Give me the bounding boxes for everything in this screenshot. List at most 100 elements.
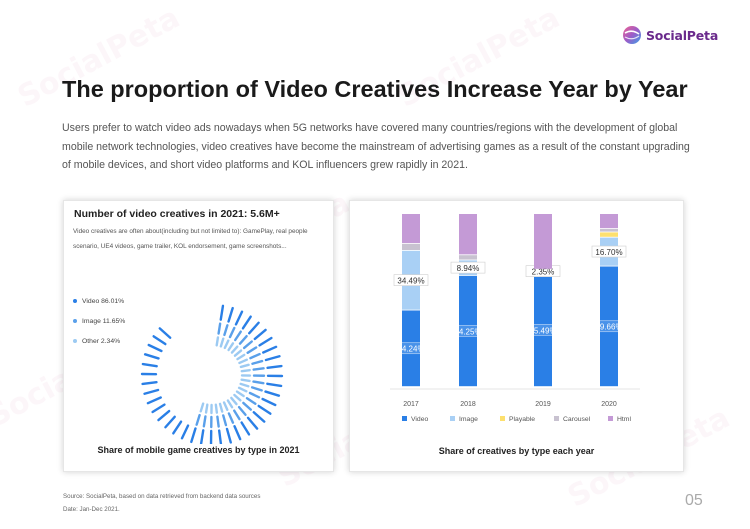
date-line: Date: Jan-Dec 2021.: [63, 504, 260, 517]
page-title: The proportion of Video Creatives Increa…: [62, 76, 688, 103]
ring-tick-other: [229, 343, 233, 350]
ring-tick-image: [229, 413, 233, 422]
video-count-heading: Number of video creatives in 2021: 5.6M+: [74, 208, 280, 220]
ring-tick-video: [263, 347, 276, 353]
ring-tick-video: [160, 328, 170, 337]
ring-tick-other: [224, 402, 227, 409]
ring-tick-image: [217, 417, 218, 427]
ring-tick-video: [248, 418, 257, 429]
ring-tick-image: [224, 325, 227, 335]
stacked-bar-chart: 44.24% 34.49% 2017 64.25% 8.94% 2018 65.49% 2.3…: [350, 201, 685, 446]
data-label-video-2020: 69.66%: [595, 323, 622, 332]
legend-dot: [73, 319, 77, 323]
source-line: Source: SocialPeta, based on data retrie…: [63, 491, 260, 504]
x-tick-2019: 2019: [535, 401, 551, 408]
ring-tick-video: [143, 364, 157, 366]
bar-html-2020: [600, 214, 618, 228]
page-number: 05: [685, 492, 703, 510]
ring-tick-other: [241, 365, 249, 367]
ring-tick-video: [145, 354, 158, 358]
data-label-video-2018: 64.25%: [454, 327, 481, 336]
ring-tick-video: [243, 317, 251, 329]
legend-dot: [73, 339, 77, 343]
ring-tick-video: [263, 399, 276, 405]
legend-swatch-html: [608, 416, 613, 421]
data-label-video-2019: 65.49%: [529, 326, 556, 335]
bar-carousel-2018: [459, 255, 477, 259]
bar-html-2019: [534, 214, 552, 269]
x-tick-2018: 2018: [460, 401, 476, 408]
ring-tick-other: [239, 388, 246, 391]
legend-dot: [73, 299, 77, 303]
ring-tick-other: [228, 400, 232, 407]
ring-tick-video: [236, 312, 242, 325]
yearly-share-card: 44.24% 34.49% 2017 64.25% 8.94% 2018 65.49% 2.3…: [349, 200, 684, 472]
bar-html-2018: [459, 214, 477, 254]
ring-tick-video: [149, 345, 162, 351]
ring-tick-image: [250, 393, 259, 397]
ring-tick-video: [229, 308, 233, 321]
ring-tick-image: [234, 411, 239, 419]
data-label-image-2020: 16.70%: [595, 248, 622, 257]
ring-tick-image: [230, 328, 234, 337]
ring-tick-video: [191, 429, 195, 442]
right-chart-caption: Share of creatives by type each year: [350, 446, 683, 456]
ring-tick-other: [225, 341, 228, 348]
data-label-image-2018: 8.94%: [457, 264, 480, 273]
brand-logo: SocialPeta: [622, 25, 718, 45]
bar-carousel-2017: [402, 244, 420, 250]
x-tick-2020: 2020: [601, 401, 617, 408]
ring-tick-video: [267, 384, 281, 386]
ring-tick-other: [231, 398, 236, 404]
ring-tick-other: [235, 351, 241, 356]
ring-tick-image: [239, 407, 245, 415]
ring-tick-video: [266, 356, 279, 360]
ring-tick-video: [173, 422, 181, 434]
ring-tick-video: [268, 366, 282, 368]
logo-icon: [622, 25, 642, 45]
video-share-card: Number of video creatives in 2021: 5.6M+…: [63, 200, 334, 472]
ring-tick-video: [158, 411, 169, 420]
ring-tick-image: [252, 361, 262, 364]
radial-ring-chart: [112, 279, 292, 444]
legend-swatch-image: [450, 416, 455, 421]
legend-swatch-playable: [500, 416, 505, 421]
ring-tick-video: [260, 338, 272, 345]
ring-tick-other: [206, 405, 207, 413]
logo-text: SocialPeta: [646, 28, 718, 43]
ring-tick-other: [221, 339, 223, 347]
ring-tick-video: [201, 430, 203, 444]
ring-tick-other: [217, 337, 218, 345]
ring-tick-video: [255, 330, 266, 339]
ring-tick-image: [247, 398, 255, 404]
legend-label-playable: Playable: [509, 416, 535, 423]
bar-carousel-2020: [600, 229, 618, 232]
ring-tick-video: [235, 426, 241, 439]
data-label-image-2019: 2.35%: [532, 268, 555, 277]
legend-label-html: Html: [617, 416, 631, 423]
ring-tick-other: [237, 355, 244, 359]
ring-tick-video: [266, 392, 279, 396]
ring-tick-other: [242, 380, 250, 381]
legend-label-carousel: Carousel: [563, 416, 591, 423]
bar-html-2017: [402, 214, 420, 243]
ring-tick-other: [201, 404, 203, 412]
page-description: Users prefer to watch video ads nowadays…: [62, 119, 690, 175]
ring-tick-image: [243, 403, 250, 410]
bar-playable-2020: [600, 232, 618, 236]
source-note: Source: SocialPeta, based on data retrie…: [63, 491, 260, 516]
legend-swatch-video: [402, 416, 407, 421]
ring-tick-other: [237, 392, 244, 396]
ring-tick-video: [182, 426, 188, 439]
ring-tick-image: [219, 324, 221, 334]
legend-swatch-carousel: [554, 416, 559, 421]
data-label-video-2017: 44.24%: [397, 345, 424, 354]
ring-tick-image: [240, 336, 247, 343]
legend-label-video: Video: [411, 416, 428, 423]
ring-tick-other: [220, 404, 222, 412]
ring-tick-video: [165, 417, 174, 427]
ring-tick-image: [250, 354, 259, 358]
ring-tick-video: [249, 323, 258, 333]
x-tick-2017: 2017: [403, 401, 419, 408]
ring-tick-image: [252, 387, 262, 390]
